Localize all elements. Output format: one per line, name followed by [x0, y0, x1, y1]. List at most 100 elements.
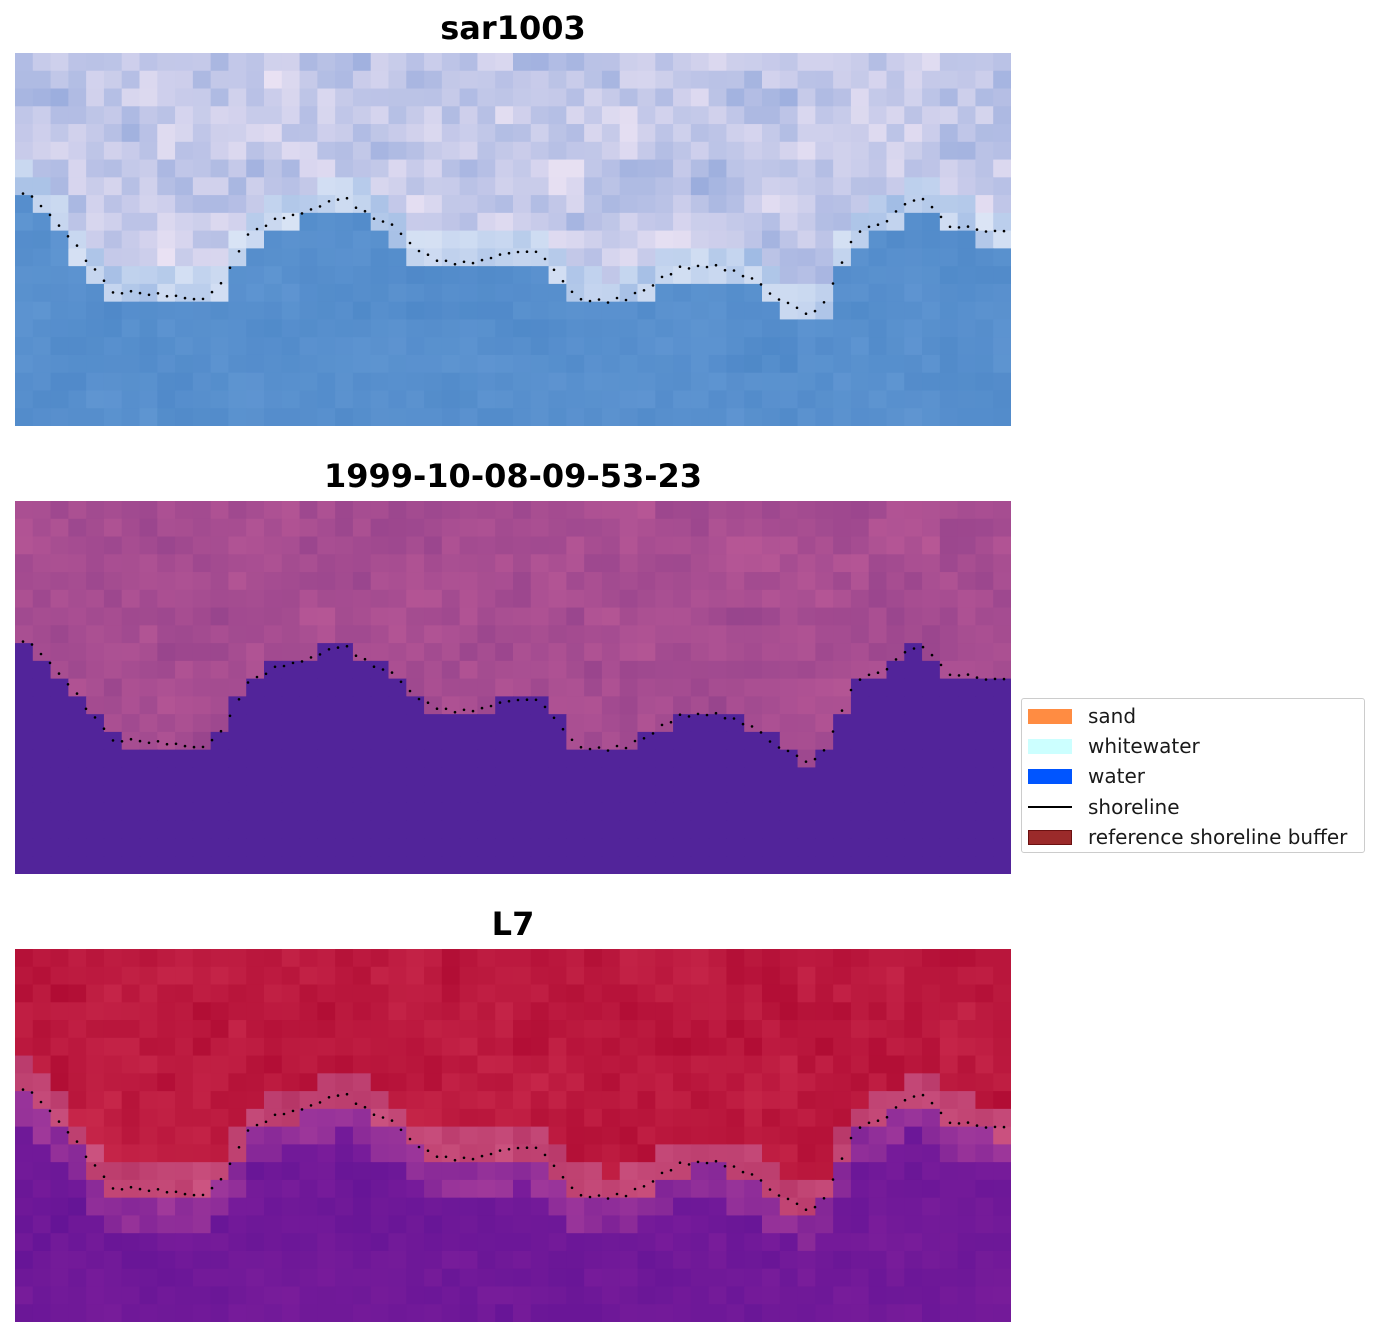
shoreline-dot [102, 279, 106, 282]
shoreline-dot [597, 1194, 601, 1197]
shoreline-dot [570, 1186, 574, 1190]
shoreline-dot [669, 272, 673, 276]
shoreline-dot [309, 208, 313, 211]
shoreline-dot [633, 1187, 637, 1191]
shoreline-dot [642, 289, 646, 292]
shoreline-dot [606, 749, 610, 752]
shoreline-dot [327, 200, 331, 203]
shoreline-dot [336, 1094, 340, 1097]
shoreline-dot [201, 297, 205, 301]
shoreline-dot [372, 217, 376, 220]
shoreline-dot [831, 730, 835, 733]
shoreline-dot [66, 1131, 70, 1134]
shoreline-dot [309, 1104, 313, 1107]
shoreline-dot [489, 256, 493, 260]
shoreline-dot [804, 760, 808, 763]
shoreline-dot [363, 209, 367, 213]
shoreline-dot [462, 708, 466, 712]
shoreline-dot [390, 223, 394, 226]
shoreline-dot [615, 296, 619, 300]
shoreline-dot [876, 671, 880, 674]
shoreline-dot [102, 727, 106, 730]
shoreline-dot [264, 672, 268, 676]
shoreline-dot [372, 665, 376, 668]
shoreline-dot [21, 192, 25, 195]
shoreline-dot [957, 674, 961, 677]
shoreline-dot [345, 644, 349, 648]
shoreline-dot [264, 1120, 268, 1124]
shoreline-dot [93, 716, 97, 719]
shoreline-dot [885, 219, 889, 223]
shoreline-dot [768, 292, 772, 295]
shoreline-dot [165, 742, 169, 746]
shoreline-dot [435, 1155, 439, 1158]
panel-title-rgb: sar1003 [440, 9, 586, 47]
shoreline-dot [714, 711, 718, 715]
shoreline-dot [111, 291, 115, 294]
shoreline-dot [417, 697, 421, 701]
shoreline-dot [858, 1126, 862, 1129]
shoreline-dot [759, 731, 763, 734]
shoreline-dot [291, 213, 295, 217]
shoreline-dot [57, 224, 61, 227]
shoreline-dot [840, 261, 844, 264]
shoreline-dot [93, 268, 97, 271]
shoreline-dot [912, 199, 916, 202]
shoreline-dot [921, 645, 925, 649]
shoreline-dot [93, 1164, 97, 1167]
shoreline-dot [714, 263, 718, 267]
shoreline-dot [957, 226, 961, 229]
shoreline-dot [822, 1197, 826, 1200]
shoreline-dot [345, 1092, 349, 1096]
shoreline-dot [147, 293, 151, 297]
shoreline-dot [219, 729, 223, 733]
shoreline-dot [597, 746, 601, 749]
shoreline-dot [246, 233, 250, 236]
shoreline-dot [516, 1146, 520, 1150]
shoreline-dot [957, 1122, 961, 1125]
shoreline-dot [633, 739, 637, 743]
shoreline-dot [210, 1186, 214, 1190]
shoreline-dot [66, 683, 70, 686]
shoreline-dot [939, 1111, 943, 1115]
shoreline-dot [381, 668, 385, 671]
shoreline-dot [813, 1205, 817, 1209]
shoreline-dot [939, 663, 943, 667]
shoreline-dot [966, 1121, 970, 1124]
shoreline-dot [858, 678, 862, 681]
shoreline-dot [696, 264, 700, 268]
shoreline-dot [102, 1175, 106, 1178]
shoreline-dot [174, 742, 178, 746]
shoreline-dot [615, 744, 619, 748]
shoreline-dot [300, 660, 304, 663]
shoreline-dot [732, 717, 736, 720]
shoreline-dot [813, 309, 817, 313]
shoreline-dot [579, 297, 583, 301]
shoreline-dot [1002, 677, 1006, 681]
shoreline-dot [561, 727, 565, 731]
shoreline-dot [210, 738, 214, 742]
shoreline-dot [993, 677, 997, 681]
shoreline-dot [291, 1109, 295, 1113]
shoreline-dot [30, 643, 34, 646]
shoreline-dot [849, 688, 853, 692]
shoreline-dot [1002, 1125, 1006, 1129]
shoreline-dot [48, 213, 52, 217]
shoreline-dot [705, 265, 709, 269]
shoreline-dot [75, 1140, 79, 1143]
shoreline-dot [327, 1096, 331, 1099]
shoreline-dot [921, 1093, 925, 1097]
shoreline-dot [993, 1125, 997, 1129]
shoreline-dot [993, 229, 997, 233]
shoreline-dot [48, 661, 52, 665]
shoreline-dot [174, 1190, 178, 1194]
shoreline-dot [786, 749, 790, 753]
shoreline-dot [354, 1102, 358, 1105]
shoreline-dot [840, 1157, 844, 1160]
shoreline-dot [300, 1108, 304, 1111]
shoreline-dot [741, 274, 745, 278]
sand-swatch [1028, 708, 1072, 724]
shoreline-dot [498, 1149, 502, 1152]
shoreline-dot [885, 667, 889, 671]
shoreline-dot [462, 1156, 466, 1160]
